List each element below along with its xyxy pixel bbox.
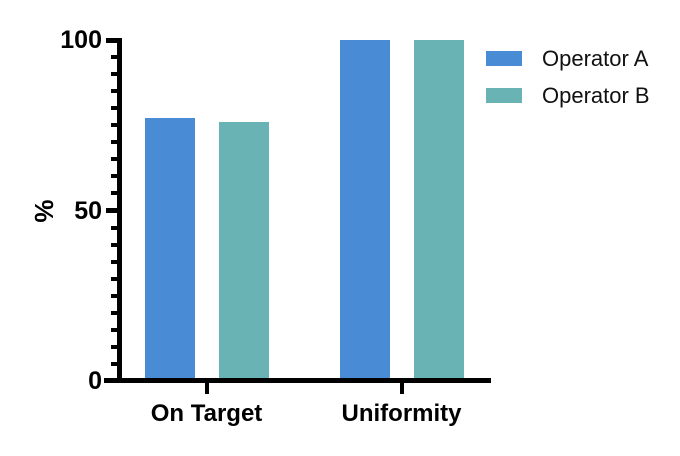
- y-minor-tick-5: [111, 361, 122, 366]
- y-minor-tick-65: [111, 157, 122, 162]
- x-category-label-on-target: On Target: [150, 400, 263, 427]
- legend-label-operator-b: Operator B: [542, 82, 650, 108]
- y-major-tick-100: [106, 37, 122, 43]
- y-minor-tick-80: [111, 106, 122, 111]
- y-tick-label-0: 0: [88, 367, 102, 395]
- x-axis-line: [104, 378, 491, 383]
- y-major-tick-50: [106, 208, 122, 213]
- y-minor-tick-20: [111, 310, 122, 315]
- y-tick-label-100: 100: [60, 26, 102, 54]
- y-minor-tick-10: [111, 344, 122, 349]
- y-minor-tick-90: [111, 72, 122, 77]
- x-category-label-uniformity: Uniformity: [341, 400, 462, 427]
- y-minor-tick-15: [111, 327, 122, 332]
- y-minor-tick-30: [111, 276, 122, 281]
- y-minor-tick-55: [111, 191, 122, 196]
- y-tick-label-50: 50: [74, 196, 102, 225]
- x-tick-on-target: [204, 383, 209, 394]
- y-minor-tick-95: [111, 55, 122, 60]
- legend-swatch-operator-b: [486, 88, 522, 103]
- y-minor-tick-35: [111, 259, 122, 264]
- y-minor-tick-25: [111, 293, 122, 298]
- bar-operator-b-uniformity: [414, 40, 464, 378]
- bar-operator-a-uniformity: [339, 40, 390, 378]
- y-minor-tick-85: [111, 89, 122, 94]
- bar-operator-b-on-target: [219, 121, 269, 378]
- y-minor-tick-70: [111, 140, 122, 145]
- legend-label-operator-a: Operator A: [542, 45, 649, 71]
- y-minor-tick-60: [111, 174, 122, 179]
- y-minor-tick-40: [111, 242, 122, 247]
- y-minor-tick-45: [111, 225, 122, 230]
- legend-swatch-operator-a: [486, 51, 522, 66]
- bar-operator-a-on-target: [144, 118, 195, 378]
- legend-item-operator-b: Operator B: [486, 82, 650, 108]
- x-tick-uniformity: [399, 383, 404, 394]
- legend-item-operator-a: Operator A: [486, 45, 649, 71]
- y-minor-tick-75: [111, 123, 122, 128]
